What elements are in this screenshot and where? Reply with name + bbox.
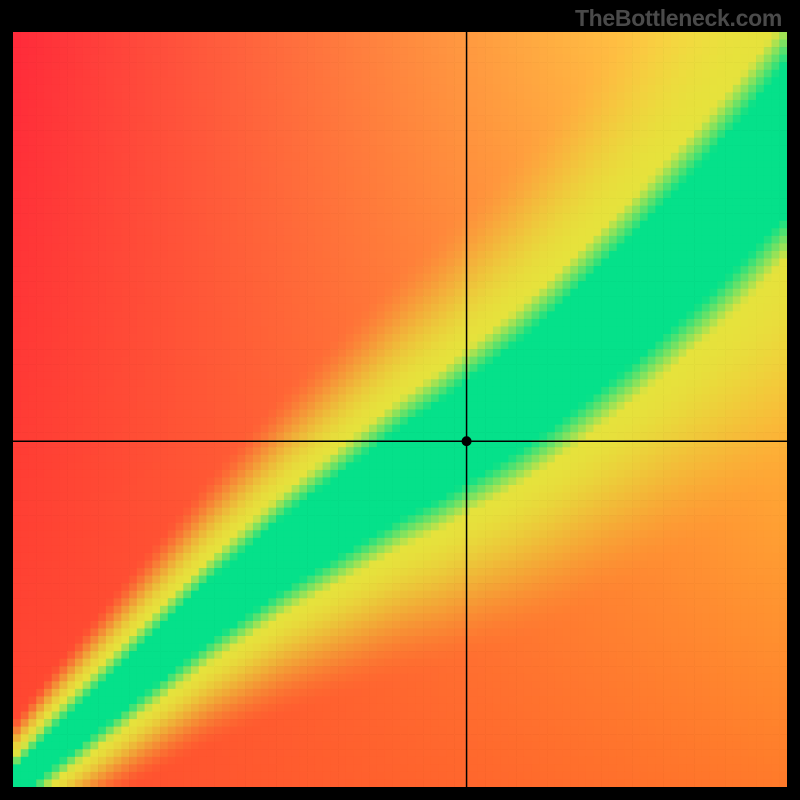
bottleneck-heatmap (13, 32, 787, 787)
watermark-text: TheBottleneck.com (575, 5, 782, 32)
